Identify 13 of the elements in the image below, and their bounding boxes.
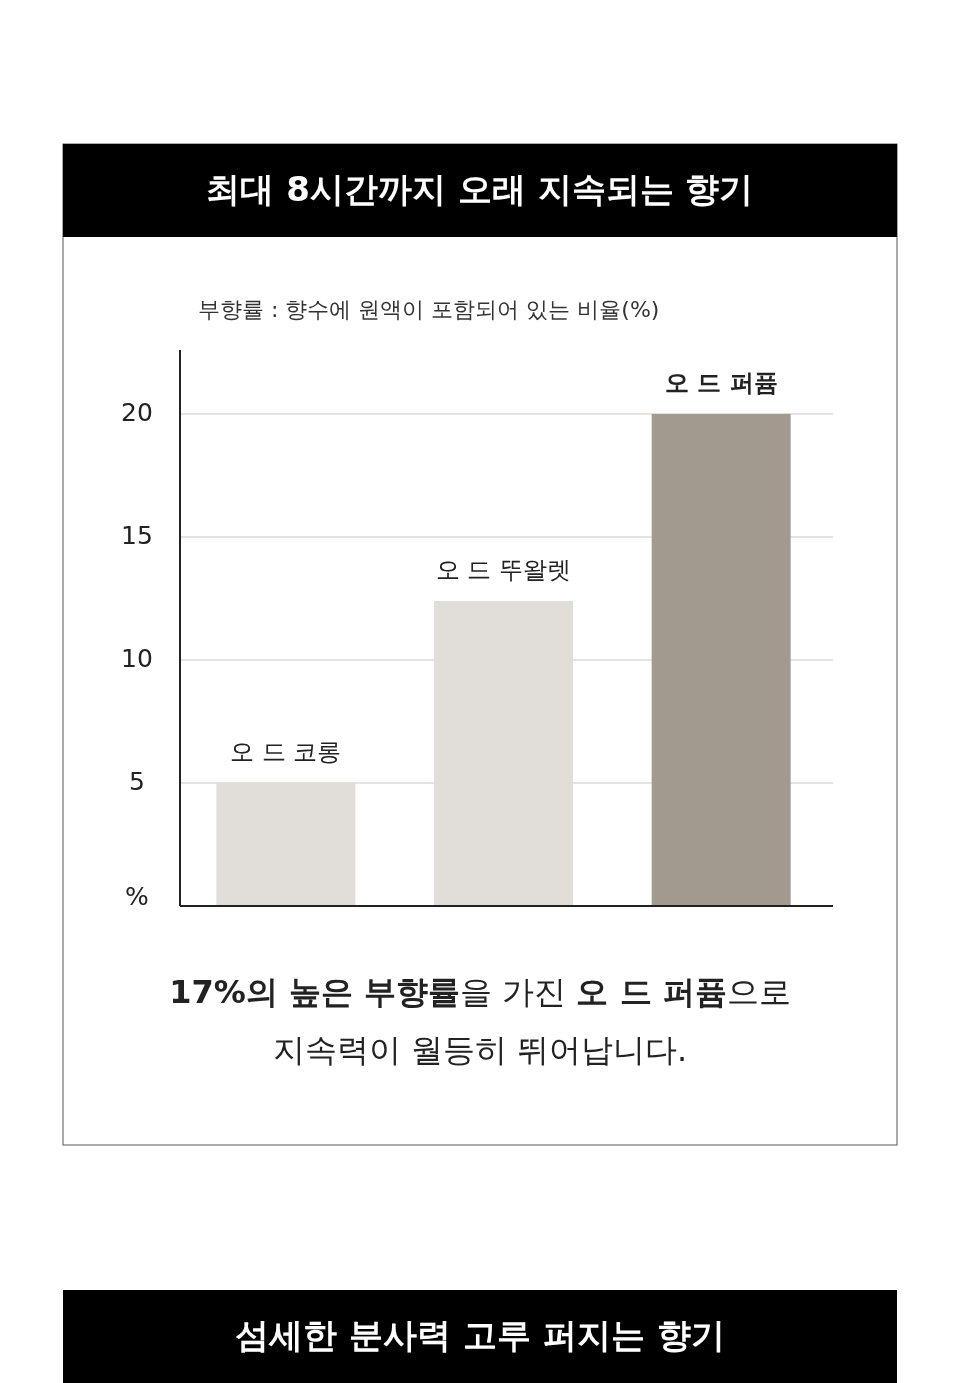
category: 오 드 뚜왈렛 [435, 555, 572, 584]
ytick: 5 [129, 767, 145, 796]
subtitle: 부향률 : 향수에 원액이 포함되어 있는 비율(%) [198, 297, 660, 322]
annotation: 섬세한 분사력 고루 퍼지는 향기 [235, 1314, 725, 1355]
annotation: 17%의 높은 부향률을 가진 오 드 퍼퓸으로 [169, 973, 791, 1011]
ytick: 10 [121, 644, 153, 673]
ytick: % [125, 882, 149, 911]
ytick: 20 [121, 397, 153, 427]
ytick: 15 [121, 520, 153, 550]
title: 최대 8시간까지 오래 지속되는 향기 [206, 168, 754, 209]
annotation: 지속력이 월등히 뛰어납니다. [272, 1031, 688, 1069]
category: 오 드 퍼퓸 [664, 368, 778, 397]
category: 오 드 코롱 [230, 738, 342, 766]
